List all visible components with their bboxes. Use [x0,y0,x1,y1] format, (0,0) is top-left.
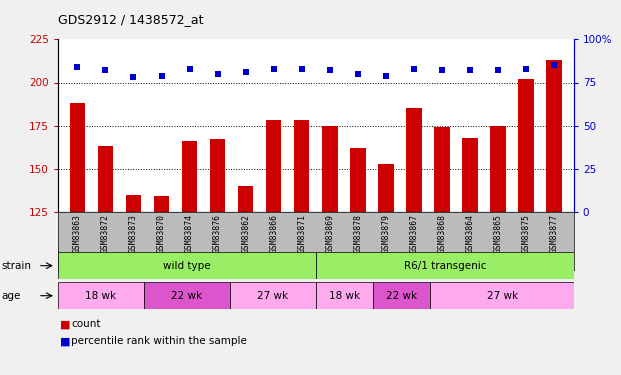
Bar [546,60,562,375]
Text: wild type: wild type [163,261,211,271]
Bar [266,120,281,375]
Bar [97,146,113,375]
Text: percentile rank within the sample: percentile rank within the sample [71,336,247,346]
Text: GSM83878: GSM83878 [353,214,362,253]
Point [521,66,531,72]
Text: age: age [1,291,20,301]
Text: 22 wk: 22 wk [171,291,202,301]
Bar [434,128,450,375]
Point [269,66,279,72]
Bar [462,138,478,375]
Point [353,71,363,77]
Point [129,74,138,80]
Text: ■: ■ [60,320,70,329]
Point [241,69,251,75]
Bar [491,126,505,375]
Bar [373,282,430,309]
Text: GSM83870: GSM83870 [157,214,166,253]
Text: GSM83866: GSM83866 [270,214,278,253]
Bar [315,282,373,309]
Text: 18 wk: 18 wk [329,291,360,301]
Text: ■: ■ [60,336,70,346]
Text: GSM83871: GSM83871 [297,214,306,253]
Text: R6/1 transgenic: R6/1 transgenic [404,261,486,271]
Text: GSM83868: GSM83868 [437,214,446,253]
Point [437,68,447,74]
Text: 27 wk: 27 wk [257,291,288,301]
Text: count: count [71,320,101,329]
Text: GSM83877: GSM83877 [550,214,559,253]
Text: GSM83867: GSM83867 [409,214,419,253]
Bar [378,164,394,375]
Text: 27 wk: 27 wk [487,291,518,301]
Point [409,66,419,72]
Bar [210,140,225,375]
Text: GSM83869: GSM83869 [325,214,334,253]
Bar [430,282,574,309]
Point [465,68,475,74]
Text: GSM83862: GSM83862 [241,214,250,253]
Point [212,71,222,77]
Bar [230,282,315,309]
Point [184,66,194,72]
Text: strain: strain [1,261,31,271]
Text: GSM83874: GSM83874 [185,214,194,253]
Text: GSM83879: GSM83879 [381,214,391,253]
Text: 22 wk: 22 wk [386,291,417,301]
Text: 18 wk: 18 wk [85,291,116,301]
Bar [58,252,315,279]
Bar [406,108,422,375]
Point [297,66,307,72]
Text: GSM83863: GSM83863 [73,214,82,253]
Point [381,73,391,79]
Point [73,64,83,70]
Text: GSM83872: GSM83872 [101,214,110,253]
Text: GSM83876: GSM83876 [213,214,222,253]
Bar [238,186,253,375]
Point [325,68,335,74]
Bar [58,282,143,309]
Point [493,68,503,74]
Bar [182,141,197,375]
Bar [126,195,141,375]
Bar [143,282,230,309]
Text: GSM83865: GSM83865 [494,214,502,253]
Point [549,62,559,68]
Bar [519,79,534,375]
Bar [322,126,338,375]
Text: GDS2912 / 1438572_at: GDS2912 / 1438572_at [58,13,203,26]
Bar [315,252,574,279]
Point [156,73,166,79]
Text: GSM83873: GSM83873 [129,214,138,253]
Bar [70,103,85,375]
Bar [294,120,309,375]
Text: GSM83875: GSM83875 [522,214,530,253]
Bar [154,196,170,375]
Point [101,68,111,74]
Bar [350,148,366,375]
Text: GSM83864: GSM83864 [466,214,474,253]
